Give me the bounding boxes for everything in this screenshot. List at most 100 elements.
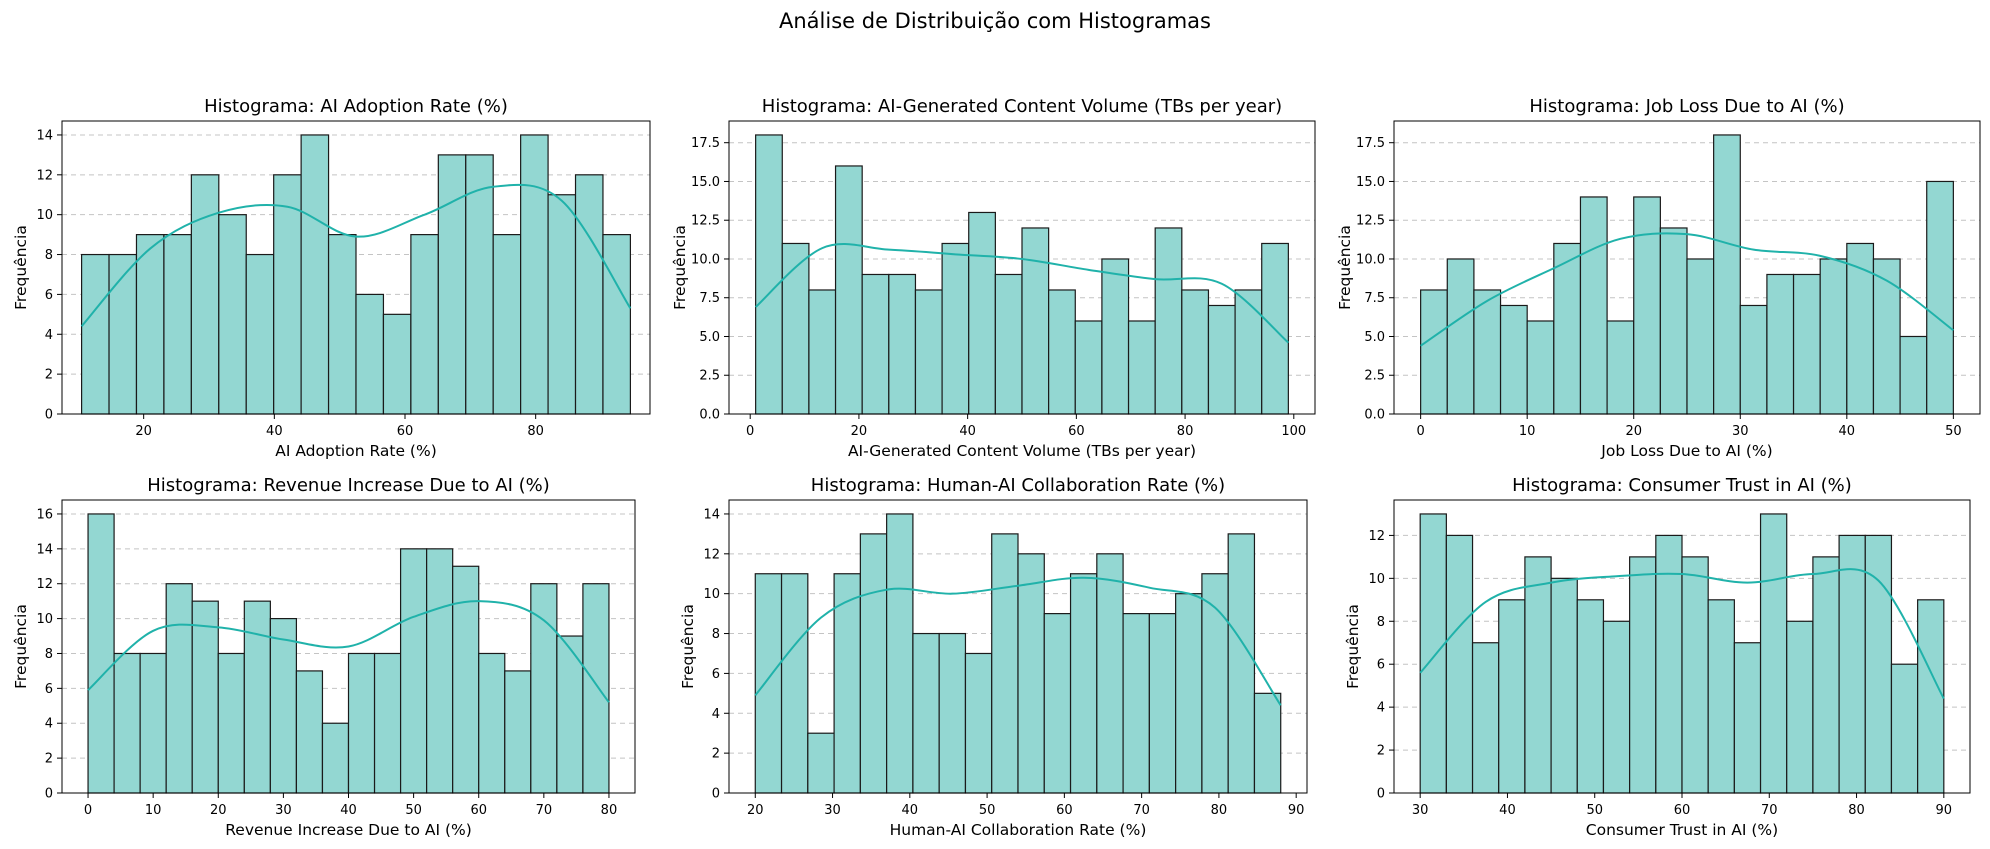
x-tick-label: 10 bbox=[145, 803, 162, 818]
y-tick-label: 12 bbox=[36, 168, 53, 183]
y-tick-label: 8 bbox=[45, 248, 53, 263]
x-tick-label: 40 bbox=[1839, 424, 1856, 439]
histogram-panel: 0 20 40 60 80 100 0.0 2.5 5.0 7.5 10.0 12.5 15.0 17.5… bbox=[671, 96, 1316, 460]
y-tick-label: 0.0 bbox=[1364, 408, 1385, 423]
y-axis-label: Frequência bbox=[1344, 604, 1362, 689]
x-tick-label: 40 bbox=[340, 803, 357, 818]
histogram-bar bbox=[1445, 534, 1474, 794]
x-tick-label: 50 bbox=[405, 803, 422, 818]
x-tick-label: 80 bbox=[1848, 803, 1865, 818]
histogram-bar bbox=[574, 174, 604, 415]
y-axis-label: Frequência bbox=[12, 604, 30, 689]
x-tick-label: 80 bbox=[1177, 424, 1194, 439]
histogram-bar bbox=[382, 313, 412, 415]
y-tick-label: 12 bbox=[36, 577, 53, 592]
histogram-bar bbox=[113, 652, 141, 794]
y-tick-label: 5.0 bbox=[1364, 330, 1385, 345]
y-tick-label: 4 bbox=[45, 328, 53, 343]
x-axis-label: Job Loss Due to AI (%) bbox=[1600, 442, 1772, 460]
histogram-bar bbox=[1759, 513, 1788, 794]
histogram-bar bbox=[1917, 599, 1945, 794]
y-tick-label: 2 bbox=[45, 368, 53, 383]
histogram-bar bbox=[108, 253, 138, 415]
histogram-bar bbox=[888, 273, 917, 415]
x-tick-label: 20 bbox=[747, 803, 764, 818]
kde-curve bbox=[754, 243, 1290, 344]
y-tick-label: 12 bbox=[1368, 529, 1385, 544]
figure-title: Análise de Distribuição com Histogramas bbox=[779, 9, 1211, 33]
x-tick-label: 60 bbox=[397, 424, 414, 439]
histogram-bar bbox=[1446, 258, 1475, 415]
histogram-bar bbox=[327, 234, 357, 415]
y-tick-label: 12.5 bbox=[1356, 214, 1385, 229]
histogram-bar bbox=[165, 583, 193, 794]
y-tick-label: 4 bbox=[712, 707, 720, 722]
x-tick-label: 10 bbox=[1519, 424, 1536, 439]
y-tick-label: 0 bbox=[45, 408, 53, 423]
histogram-bar bbox=[1048, 289, 1076, 415]
kde-curve bbox=[80, 183, 632, 327]
histogram-bar bbox=[834, 165, 863, 415]
y-tick-label: 10 bbox=[36, 612, 53, 627]
histogram-bar bbox=[859, 533, 888, 794]
x-tick-label: 0 bbox=[84, 803, 92, 818]
histogram-bar bbox=[1707, 599, 1735, 794]
histogram-bar bbox=[1681, 556, 1709, 794]
histogram-bar bbox=[1207, 304, 1236, 415]
histogram-bar bbox=[1926, 180, 1954, 415]
histogram-bar bbox=[1201, 573, 1229, 794]
histogram-bar bbox=[602, 234, 632, 415]
histogram-bar bbox=[1686, 258, 1715, 415]
histogram-bar bbox=[1181, 289, 1210, 415]
histogram-bar bbox=[269, 617, 298, 794]
histogram-bar bbox=[1579, 196, 1608, 415]
x-axis-label: AI-Generated Content Volume (TBs per yea… bbox=[848, 442, 1196, 460]
histogram-bar bbox=[807, 732, 835, 794]
x-tick-label: 50 bbox=[979, 803, 996, 818]
x-tick-label: 90 bbox=[1288, 803, 1305, 818]
histogram-bar bbox=[1253, 692, 1282, 794]
histogram-bar bbox=[1633, 196, 1661, 415]
x-axis-label: AI Adoption Rate (%) bbox=[275, 442, 437, 460]
y-tick-label: 2 bbox=[1377, 744, 1385, 759]
histogram-bar bbox=[1096, 553, 1124, 794]
histogram-bar bbox=[1576, 599, 1605, 794]
histogram-bar bbox=[1899, 335, 1928, 415]
histogram-bar bbox=[1872, 258, 1901, 415]
x-tick-label: 40 bbox=[902, 803, 919, 818]
x-tick-label: 90 bbox=[1936, 803, 1953, 818]
y-tick-label: 14 bbox=[36, 542, 53, 557]
histogram-bar bbox=[1792, 273, 1821, 415]
histogram-bar bbox=[1069, 573, 1098, 794]
plot-frame bbox=[61, 120, 651, 415]
histogram-bar bbox=[295, 670, 324, 794]
x-axis-label: Revenue Increase Due to AI (%) bbox=[225, 821, 472, 839]
x-tick-label: 50 bbox=[1945, 424, 1962, 439]
y-tick-label: 2 bbox=[712, 747, 720, 762]
histogram-bar bbox=[1122, 613, 1150, 794]
histogram-panel: 0 10 20 30 40 50 0.0 2.5 5.0 7.5 10.0 12.5 15.0 17.5 H… bbox=[1336, 96, 1981, 460]
x-tick-label: 30 bbox=[1732, 424, 1749, 439]
y-tick-label: 12 bbox=[703, 547, 720, 562]
y-tick-label: 8 bbox=[712, 627, 720, 642]
histogram-bar bbox=[1234, 289, 1263, 415]
y-tick-label: 4 bbox=[45, 717, 53, 732]
x-tick-label: 40 bbox=[1499, 803, 1516, 818]
histogram-bar bbox=[1148, 613, 1177, 794]
y-tick-label: 6 bbox=[45, 682, 53, 697]
y-tick-label: 2.5 bbox=[1364, 369, 1385, 384]
histogram-bar bbox=[755, 134, 783, 415]
histogram-bar bbox=[245, 253, 275, 415]
histogram-bar bbox=[399, 548, 428, 794]
y-tick-label: 7.5 bbox=[1364, 291, 1385, 306]
histogram-bar bbox=[780, 573, 809, 794]
histogram-bar bbox=[504, 670, 532, 794]
histogram-bar bbox=[991, 533, 1019, 794]
plot-frame bbox=[728, 499, 1308, 794]
panel-title: Histograma: Revenue Increase Due to AI (… bbox=[147, 475, 550, 496]
x-tick-label: 50 bbox=[1586, 803, 1603, 818]
histogram-bar bbox=[217, 652, 245, 794]
histogram-bar bbox=[190, 174, 220, 415]
y-axis-label: Frequência bbox=[1336, 225, 1354, 310]
x-tick-label: 100 bbox=[1281, 424, 1306, 439]
